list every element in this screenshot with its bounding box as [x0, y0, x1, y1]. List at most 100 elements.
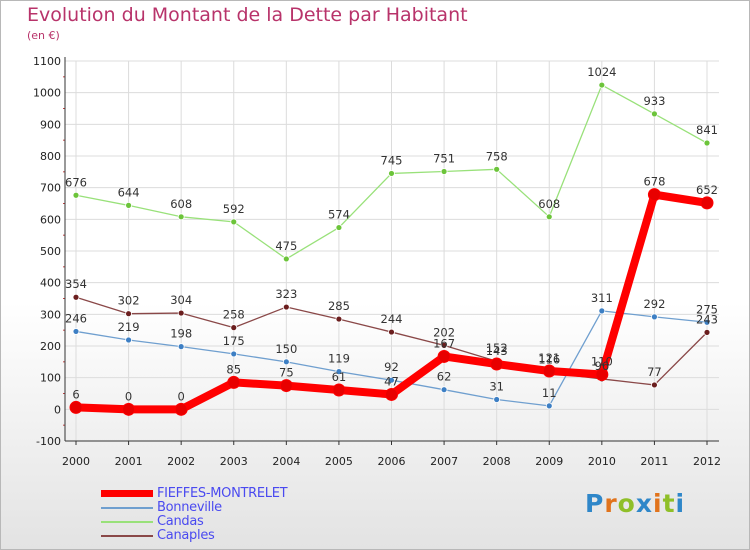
data-label: 592: [223, 202, 245, 216]
y-tick-label: -100: [36, 435, 61, 448]
y-tick-label: 600: [40, 213, 61, 226]
data-label: 574: [328, 208, 350, 222]
legend-label: Bonneville: [157, 500, 222, 515]
data-point: [125, 310, 132, 318]
data-label: 292: [643, 297, 665, 311]
data-point: [72, 328, 80, 335]
data-point: [174, 402, 188, 416]
y-tick-label: 700: [40, 182, 61, 195]
data-point: [125, 336, 132, 344]
x-tick-label: 2008: [483, 455, 511, 468]
data-label: 758: [486, 149, 508, 163]
data-point: [545, 213, 553, 221]
data-label: 258: [223, 308, 245, 322]
data-point: [230, 218, 238, 226]
data-point: [651, 313, 658, 321]
data-label: 116: [538, 353, 560, 367]
data-point: [598, 81, 606, 89]
data-point: [490, 357, 504, 371]
x-tick-label: 2009: [535, 455, 563, 468]
data-label: 198: [170, 327, 192, 341]
data-label: 61: [332, 370, 347, 384]
data-point: [230, 324, 238, 332]
y-tick-label: 800: [40, 150, 61, 163]
data-point: [545, 402, 553, 410]
data-label: 841: [696, 123, 718, 137]
legend-label: FIEFFES-MONTRELET: [157, 486, 288, 501]
data-point: [282, 358, 290, 366]
x-tick-label: 2011: [640, 455, 668, 468]
data-label: 121: [538, 351, 560, 365]
y-tick-label: 300: [40, 308, 61, 321]
data-point: [703, 318, 711, 326]
data-point: [227, 375, 241, 389]
x-tick-label: 2001: [115, 455, 143, 468]
data-point: [651, 110, 658, 118]
chart-title: Evolution du Montant de la Dette par Hab…: [27, 4, 468, 26]
data-label: 608: [170, 197, 192, 211]
x-tick-label: 2012: [693, 455, 721, 468]
legend-swatch: [101, 535, 153, 537]
x-tick-label: 2000: [62, 455, 90, 468]
data-label: 275: [696, 302, 718, 316]
x-tick-label: 2004: [272, 455, 300, 468]
x-tick-label: 2002: [167, 455, 195, 468]
data-label: 96: [595, 359, 610, 373]
data-label: 0: [125, 389, 132, 403]
data-point: [493, 165, 501, 173]
y-tick-label: 500: [40, 245, 61, 258]
data-label: 751: [433, 152, 455, 166]
data-point: [595, 368, 609, 381]
y-tick-label: 1000: [33, 87, 61, 100]
data-label: 243: [696, 312, 718, 326]
data-label: 608: [538, 197, 560, 211]
legend-item: FIEFFES-MONTRELET: [101, 486, 361, 501]
data-label: 167: [433, 336, 455, 350]
y-tick-label: 900: [40, 118, 61, 131]
data-point: [72, 191, 80, 199]
data-label: 244: [381, 312, 403, 326]
x-tick-label: 2006: [378, 455, 406, 468]
data-point: [230, 350, 238, 358]
legend-item: Bonneville: [101, 500, 361, 515]
proxiti-logo: Proxiti: [585, 489, 686, 518]
data-label: 304: [170, 293, 192, 307]
y-tick-label: 100: [40, 372, 61, 385]
legend-swatch: [101, 490, 153, 497]
data-label: 85: [226, 362, 241, 376]
legend-item: Canaples: [101, 528, 361, 543]
data-label: 152: [486, 341, 508, 355]
legend-swatch: [101, 521, 153, 523]
x-tick-label: 2003: [220, 455, 248, 468]
data-point: [700, 196, 714, 210]
y-tick-label: 200: [40, 340, 61, 353]
data-label: 219: [118, 320, 140, 334]
data-label: 11: [542, 386, 557, 400]
data-point: [279, 379, 293, 393]
data-label: 62: [437, 370, 452, 384]
data-label: 745: [381, 153, 403, 167]
chart-unit-label: (en €): [27, 29, 60, 42]
data-label: 143: [486, 344, 508, 358]
data-point: [388, 170, 395, 177]
data-label: 933: [643, 94, 665, 108]
y-tick-label: 1100: [33, 55, 61, 68]
data-point: [332, 383, 346, 397]
data-point: [493, 396, 501, 403]
data-label: 1024: [587, 65, 616, 79]
chart-legend: FIEFFES-MONTRELET Bonneville Candas Canaple…: [101, 486, 361, 543]
data-point: [335, 368, 343, 376]
data-point: [703, 139, 711, 147]
x-tick-label: 2010: [588, 455, 616, 468]
data-point: [72, 293, 80, 301]
data-point: [647, 188, 661, 202]
data-point: [703, 328, 711, 336]
data-point: [282, 303, 290, 311]
data-label: 119: [328, 352, 350, 366]
data-point: [542, 364, 556, 378]
data-point: [385, 387, 398, 401]
y-tick-label: 0: [54, 403, 61, 416]
data-label: 75: [279, 366, 294, 380]
data-label: 150: [275, 342, 297, 356]
